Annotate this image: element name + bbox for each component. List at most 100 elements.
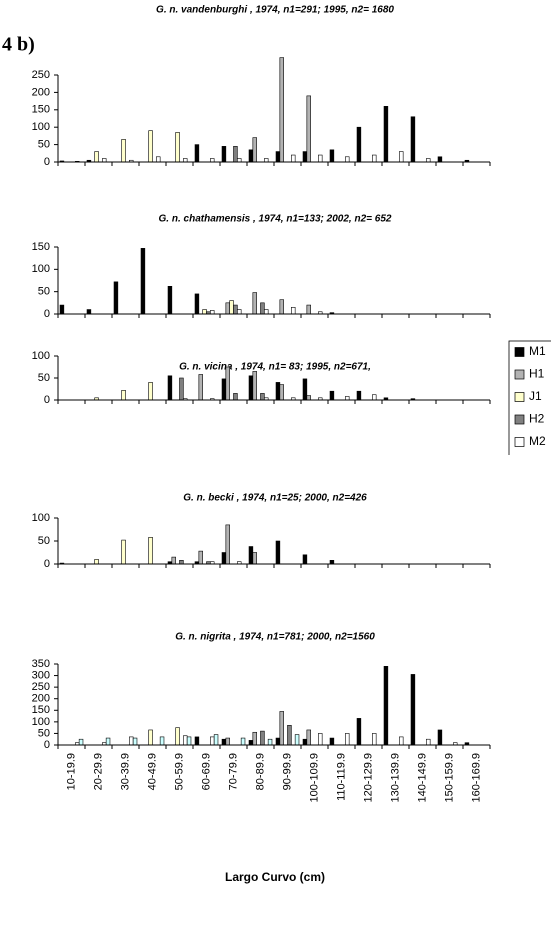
legend-swatch xyxy=(514,392,525,402)
x-tick-label: 20-29.9 xyxy=(92,753,104,790)
y-tick-label: 200 xyxy=(32,86,50,98)
y-tick-label: 50 xyxy=(38,372,50,384)
bar xyxy=(306,95,311,163)
bar xyxy=(329,737,335,746)
bar xyxy=(252,292,257,315)
y-tick-label: 50 xyxy=(38,727,50,739)
bar xyxy=(264,158,269,163)
bar xyxy=(252,137,257,163)
bar xyxy=(306,395,311,401)
legend-box xyxy=(508,340,551,455)
bar xyxy=(159,736,165,746)
bar xyxy=(329,560,335,565)
y-tick-label: 200 xyxy=(32,693,50,705)
bar xyxy=(318,154,323,163)
bar xyxy=(94,559,99,565)
x-tick-label: 120-129.9 xyxy=(362,753,374,803)
bar xyxy=(221,378,227,401)
bar xyxy=(437,156,443,163)
bar xyxy=(94,151,99,163)
bar xyxy=(279,384,284,401)
bar xyxy=(237,158,242,163)
bar xyxy=(291,306,296,315)
x-tick-label: 130-139.9 xyxy=(389,753,401,803)
bar xyxy=(267,738,273,746)
bar xyxy=(356,390,362,401)
legend-swatch xyxy=(514,347,525,357)
y-tick-label: 0 xyxy=(44,394,50,406)
legend-swatch xyxy=(514,437,525,447)
bar xyxy=(426,738,431,746)
x-tick-label: 100-109.9 xyxy=(308,753,320,803)
bar xyxy=(356,126,362,163)
bar xyxy=(383,666,389,746)
bar xyxy=(302,554,308,565)
bar xyxy=(210,310,215,315)
y-tick-label: 150 xyxy=(32,704,50,716)
bar xyxy=(294,734,300,746)
bar xyxy=(372,394,377,401)
bar xyxy=(279,57,284,163)
y-tick-label: 50 xyxy=(38,139,50,151)
bar xyxy=(221,738,227,746)
x-tick-label: 70-79.9 xyxy=(227,753,239,790)
y-tick-label: 350 xyxy=(32,658,50,670)
bar xyxy=(248,546,254,565)
x-tick-label: 30-39.9 xyxy=(119,753,131,790)
bar xyxy=(302,378,308,401)
bar xyxy=(225,366,230,401)
y-tick-label: 250 xyxy=(32,681,50,693)
chart-title: G. n. nigrita , 1974, n1=781; 2000, n2=1… xyxy=(175,632,375,643)
bar xyxy=(105,737,111,746)
legend: M1 H1 J1 H2 M2 J2 xyxy=(508,340,551,471)
bar xyxy=(318,733,323,746)
bar xyxy=(210,736,215,746)
bar xyxy=(233,393,238,401)
bar xyxy=(167,286,173,315)
bar xyxy=(260,730,265,746)
bar xyxy=(260,393,265,401)
y-tick-label: 0 xyxy=(44,558,50,570)
bar xyxy=(372,733,377,746)
chart-title: G. n. vicina , 1974, n1= 83; 1995, n2=67… xyxy=(179,362,371,373)
bar xyxy=(175,132,180,163)
bar xyxy=(275,151,281,163)
bar xyxy=(194,144,200,163)
x-tick-label: 40-49.9 xyxy=(146,753,158,790)
bar xyxy=(167,375,173,401)
legend-label: J1 xyxy=(529,389,542,403)
bar xyxy=(410,674,416,746)
bar xyxy=(248,375,254,401)
y-tick-label: 100 xyxy=(32,512,50,524)
bar xyxy=(248,149,254,163)
legend-label: M1 xyxy=(529,344,546,358)
bar xyxy=(329,149,335,163)
bar xyxy=(86,309,92,315)
bar xyxy=(225,302,230,315)
x-axis-label: Largo Curvo (cm) xyxy=(225,870,325,884)
x-tick-label: 110-119.9 xyxy=(335,753,347,801)
bar xyxy=(194,293,200,315)
bar xyxy=(140,248,146,315)
bar xyxy=(372,154,377,163)
legend-label: J2 xyxy=(529,457,542,471)
legend-label: M2 xyxy=(529,434,546,448)
chart-title: G. n. chathamensis , 1974, n1=133; 2002,… xyxy=(159,214,392,225)
x-tick-label: 80-89.9 xyxy=(254,753,266,790)
x-tick-label: 50-59.9 xyxy=(173,753,185,790)
bar xyxy=(148,130,153,163)
bar xyxy=(287,725,292,746)
bar xyxy=(221,552,227,565)
bar xyxy=(306,304,311,315)
bar xyxy=(275,382,281,401)
y-tick-label: 50 xyxy=(38,535,50,547)
y-tick-label: 100 xyxy=(32,350,50,362)
bar xyxy=(198,550,203,565)
bar xyxy=(225,737,230,746)
bar xyxy=(183,735,188,746)
bar xyxy=(264,309,269,315)
chart-title: G. n. becki , 1974, n1=25; 2000, n2=426 xyxy=(183,493,367,504)
bar xyxy=(59,304,65,315)
bar xyxy=(291,154,296,163)
